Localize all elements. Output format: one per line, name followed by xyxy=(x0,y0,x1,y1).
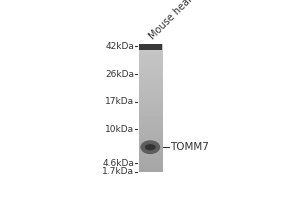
Text: TOMM7: TOMM7 xyxy=(170,142,209,152)
Ellipse shape xyxy=(140,140,160,154)
Text: 1.7kDa: 1.7kDa xyxy=(102,167,134,176)
Text: 4.6kDa: 4.6kDa xyxy=(102,159,134,168)
Text: 26kDa: 26kDa xyxy=(105,70,134,79)
Ellipse shape xyxy=(145,144,156,150)
Bar xyxy=(139,44,162,50)
Text: Mouse heart: Mouse heart xyxy=(148,0,198,42)
Text: 10kDa: 10kDa xyxy=(105,125,134,134)
Text: 17kDa: 17kDa xyxy=(105,97,134,106)
Text: 42kDa: 42kDa xyxy=(105,42,134,51)
